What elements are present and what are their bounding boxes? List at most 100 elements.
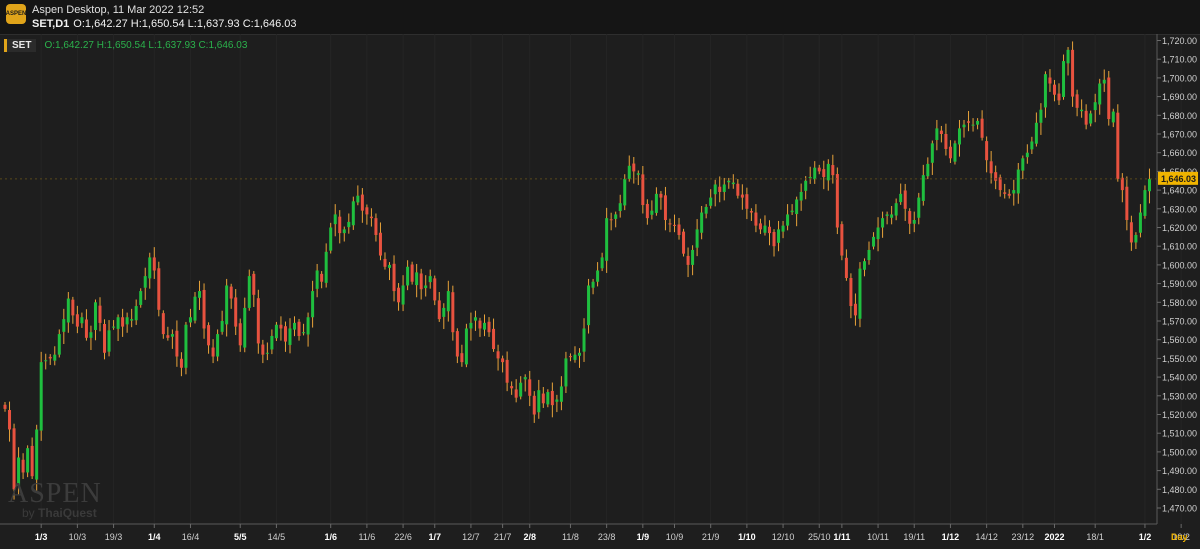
candle-down	[831, 165, 835, 176]
candle-down	[641, 174, 645, 206]
candle-up	[35, 429, 39, 480]
candle-up	[329, 227, 333, 251]
candle-down	[844, 257, 848, 278]
candle-up	[777, 229, 781, 243]
candle-up	[890, 214, 894, 218]
symbol-badge[interactable]: SET	[4, 38, 37, 52]
candle-up	[1143, 190, 1147, 216]
candle-up	[813, 167, 817, 180]
symbol-timeframe: SET,D1	[32, 18, 70, 30]
candle-down	[397, 287, 401, 303]
candle-up	[573, 354, 577, 360]
candlestick-chart[interactable]: 1,470.00 1,480.00 1,490.00 1,500.00 1,510.00…	[0, 34, 1200, 544]
candle-up	[80, 317, 84, 324]
candle-up	[1111, 111, 1115, 123]
candle-up	[1134, 234, 1138, 243]
x-tick-label: 12/10	[772, 532, 795, 542]
candle-up	[1025, 152, 1029, 158]
candle-down	[492, 328, 496, 350]
y-tick-label: 1,630.00	[1162, 204, 1197, 214]
x-tick-label: 11/6	[358, 532, 375, 542]
candle-up	[899, 193, 903, 203]
candle-up	[763, 225, 767, 233]
candle-up	[781, 225, 785, 232]
candle-down	[179, 358, 183, 368]
candle-up	[546, 392, 550, 405]
y-tick-label: 1,580.00	[1162, 298, 1197, 308]
candle-up	[125, 317, 129, 325]
candle-down	[967, 121, 971, 123]
candle-down	[496, 351, 500, 359]
candle-down	[1071, 49, 1075, 97]
last-price-label: 1,646.03	[1161, 174, 1196, 184]
candle-up	[17, 457, 21, 486]
candle-down	[718, 186, 722, 192]
candle-up	[591, 281, 595, 288]
candle-down	[948, 146, 952, 159]
candle-down	[817, 167, 821, 172]
candle-down	[510, 386, 514, 389]
y-tick-label: 1,600.00	[1162, 260, 1197, 270]
candle-up	[243, 307, 247, 348]
candle-down	[48, 356, 52, 359]
candle-down	[369, 216, 373, 219]
y-tick-label: 1,590.00	[1162, 279, 1197, 289]
candle-up	[293, 322, 297, 330]
x-tick-label: 19/11	[903, 532, 925, 542]
candle-up	[401, 285, 405, 305]
candle-up	[636, 173, 640, 175]
candle-down	[677, 224, 681, 235]
y-tick-label: 1,500.00	[1162, 447, 1197, 457]
candle-up	[302, 332, 306, 334]
x-tick-label: 1/2	[1139, 532, 1152, 542]
y-tick-label: 1,470.00	[1162, 504, 1197, 514]
y-tick-label: 1,670.00	[1162, 130, 1197, 140]
x-tick-label: 16/4	[182, 532, 200, 542]
candle-up	[713, 184, 717, 195]
candle-up	[112, 326, 116, 328]
y-tick-label: 1,560.00	[1162, 335, 1197, 345]
x-tick-label: 19/3	[105, 532, 123, 542]
candle-down	[989, 161, 993, 174]
candle-up	[695, 229, 699, 248]
candle-up	[265, 352, 269, 354]
candle-up	[130, 319, 134, 321]
candle-down	[297, 321, 301, 336]
y-tick-label: 1,530.00	[1162, 391, 1197, 401]
candle-up	[446, 291, 450, 312]
header-ohlc-values: O:1,642.27 H:1,650.54 L:1,637.93 C:1,646…	[73, 18, 297, 30]
candle-up	[564, 358, 568, 387]
candle-up	[1021, 158, 1025, 171]
candle-up	[315, 270, 319, 289]
x-tick-label: 21/9	[702, 532, 720, 542]
candle-down	[211, 347, 215, 357]
chart-area[interactable]: 1,470.00 1,480.00 1,490.00 1,500.00 1,510.00…	[0, 34, 1200, 544]
candle-down	[758, 223, 762, 230]
candle-down	[645, 203, 649, 219]
candle-down	[1007, 193, 1011, 196]
candle-down	[152, 257, 156, 271]
candle-up	[654, 193, 658, 213]
candle-down	[1129, 222, 1133, 243]
window-title: Aspen Desktop, 11 Mar 2022 12:52	[32, 4, 205, 16]
candle-up	[582, 328, 586, 352]
candle-down	[256, 298, 260, 344]
candle-down	[1125, 186, 1129, 221]
candle-up	[953, 143, 957, 162]
candle-down	[1120, 177, 1124, 191]
candle-down	[207, 325, 211, 346]
candle-down	[514, 389, 518, 398]
candle-down	[853, 303, 857, 316]
candle-up	[555, 399, 559, 402]
aspen-logo: ASPEN	[6, 4, 26, 24]
candle-up	[247, 276, 251, 308]
candle-down	[202, 289, 206, 329]
candle-up	[614, 214, 618, 219]
candle-up	[1039, 109, 1043, 123]
candle-down	[994, 172, 998, 181]
candle-up	[930, 143, 934, 163]
candle-up	[623, 178, 627, 206]
x-tick-label: 1/10	[738, 532, 756, 542]
candle-up	[442, 307, 446, 317]
candle-down	[501, 358, 505, 363]
